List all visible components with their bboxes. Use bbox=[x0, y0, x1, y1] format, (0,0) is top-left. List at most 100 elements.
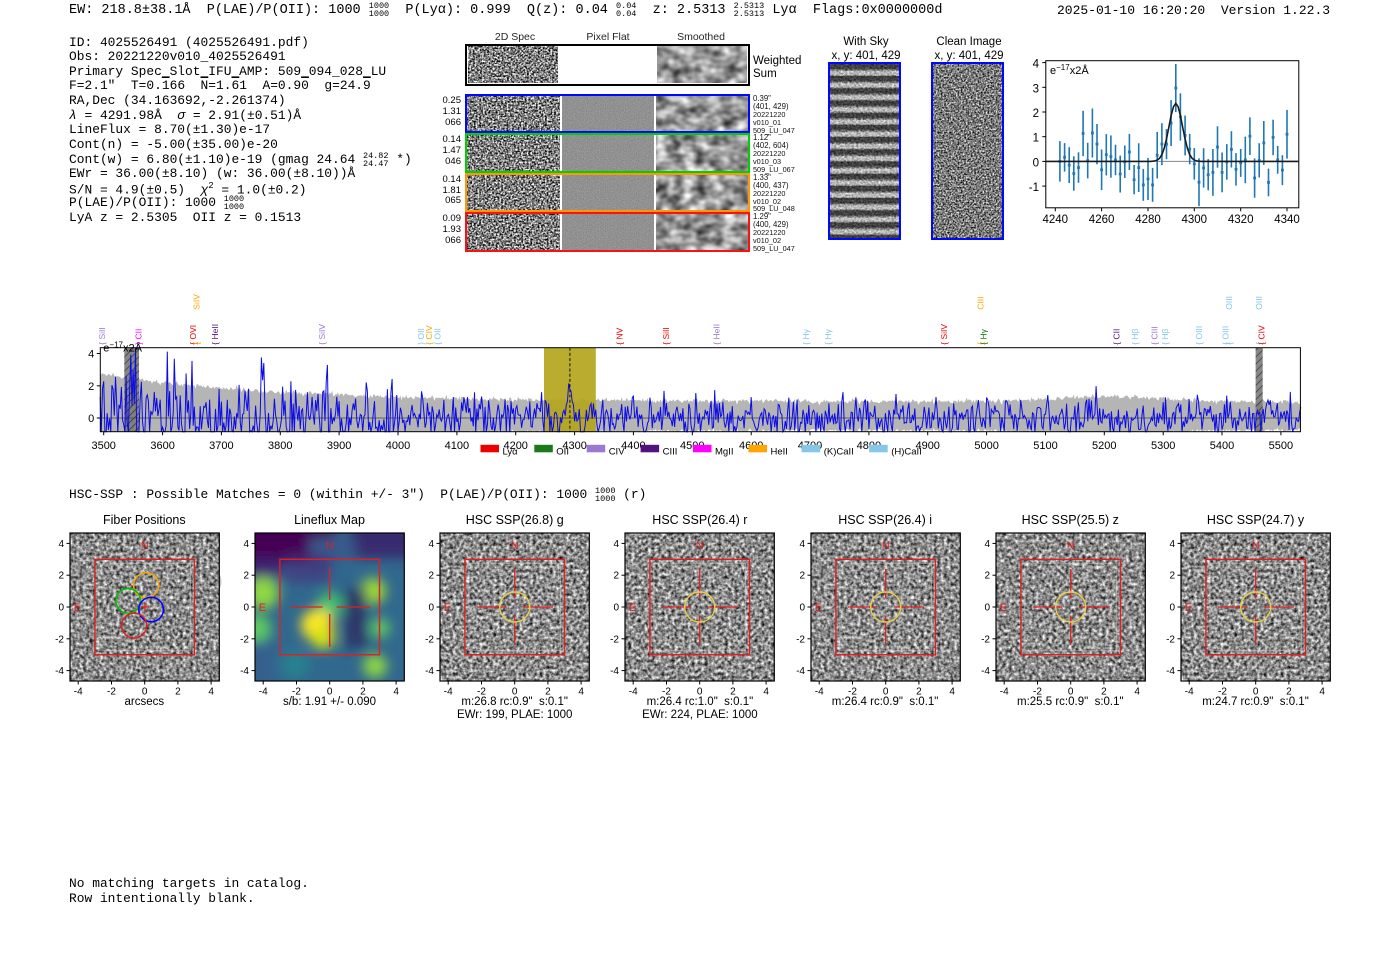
svg-text:3700: 3700 bbox=[209, 440, 233, 452]
svg-text:4300: 4300 bbox=[1182, 214, 1208, 226]
svg-text:0: 0 bbox=[58, 602, 64, 613]
svg-text:{ SiII: { SiII bbox=[661, 327, 671, 344]
svg-text:OIII: OIII bbox=[1254, 296, 1264, 310]
svg-text:-2: -2 bbox=[610, 634, 619, 645]
svg-text:2: 2 bbox=[614, 570, 620, 581]
svg-text:HeII: HeII bbox=[771, 446, 788, 457]
svg-text:4: 4 bbox=[88, 349, 94, 361]
svg-text:{ CII: { CII bbox=[1112, 329, 1122, 345]
svg-text:4260: 4260 bbox=[1089, 214, 1115, 226]
svg-text:E: E bbox=[1185, 602, 1192, 614]
svg-text:2: 2 bbox=[175, 686, 181, 697]
svg-text:{ Hβ: { Hβ bbox=[1130, 328, 1140, 344]
svg-text:-2: -2 bbox=[1218, 686, 1227, 697]
svg-text:2: 2 bbox=[1101, 686, 1107, 697]
svg-text:2: 2 bbox=[58, 570, 64, 581]
svg-text:-4: -4 bbox=[1166, 666, 1175, 677]
svg-text:CIV: CIV bbox=[609, 446, 626, 457]
svg-text:N: N bbox=[1252, 540, 1260, 552]
svg-text:-2: -2 bbox=[1166, 634, 1175, 645]
svg-text:4: 4 bbox=[243, 538, 249, 549]
svg-text:0: 0 bbox=[1253, 686, 1259, 697]
svg-text:4000: 4000 bbox=[386, 440, 410, 452]
svg-text:2: 2 bbox=[799, 570, 805, 581]
svg-text:{: { bbox=[1254, 342, 1264, 345]
svg-text:0: 0 bbox=[1033, 157, 1039, 169]
svg-text:-4: -4 bbox=[240, 666, 249, 677]
svg-text:0: 0 bbox=[512, 686, 518, 697]
svg-text:4: 4 bbox=[614, 538, 620, 549]
svg-text:3600: 3600 bbox=[150, 440, 174, 452]
svg-text:5400: 5400 bbox=[1210, 440, 1234, 452]
svg-text:CIII: CIII bbox=[976, 296, 986, 309]
svg-text:-2: -2 bbox=[981, 634, 990, 645]
svg-text:OII: OII bbox=[556, 446, 569, 457]
svg-text:5100: 5100 bbox=[1033, 440, 1057, 452]
svg-text:2: 2 bbox=[88, 381, 94, 393]
svg-text:{ CIII: { CIII bbox=[1149, 326, 1159, 344]
svg-text:N: N bbox=[511, 540, 519, 552]
svg-text:4: 4 bbox=[208, 686, 214, 697]
svg-text:{ Hβ: { Hβ bbox=[1160, 328, 1170, 344]
svg-text:} CII: } CII bbox=[133, 329, 143, 345]
svg-text:2: 2 bbox=[429, 570, 435, 581]
svg-text:0: 0 bbox=[799, 602, 805, 613]
svg-text:-4: -4 bbox=[425, 666, 434, 677]
svg-text:{ OVI: { OVI bbox=[188, 325, 198, 345]
svg-text:E: E bbox=[74, 602, 81, 614]
svg-text:-4: -4 bbox=[610, 666, 619, 677]
svg-text:0: 0 bbox=[614, 602, 620, 613]
svg-text:{ CIV: { CIV bbox=[424, 325, 434, 345]
svg-text:2: 2 bbox=[243, 570, 249, 581]
svg-text:-4: -4 bbox=[1185, 686, 1194, 697]
svg-text:4320: 4320 bbox=[1228, 214, 1254, 226]
svg-text:{ CIV: { CIV bbox=[1256, 325, 1266, 345]
svg-text:-4: -4 bbox=[796, 666, 805, 677]
svg-text:-2: -2 bbox=[662, 686, 671, 697]
svg-text:0: 0 bbox=[1068, 686, 1074, 697]
svg-text:4: 4 bbox=[58, 538, 64, 549]
svg-text:-2: -2 bbox=[55, 634, 64, 645]
svg-text:0: 0 bbox=[697, 686, 703, 697]
svg-text:E: E bbox=[444, 602, 451, 614]
svg-text:0: 0 bbox=[88, 413, 94, 425]
svg-text:-4: -4 bbox=[981, 666, 990, 677]
svg-text:4: 4 bbox=[1169, 538, 1175, 549]
svg-text:2: 2 bbox=[731, 686, 737, 697]
svg-text:4200: 4200 bbox=[503, 440, 527, 452]
svg-text:N: N bbox=[696, 540, 704, 552]
svg-text:0: 0 bbox=[984, 602, 990, 613]
svg-text:{ SiIV: { SiIV bbox=[317, 324, 327, 345]
svg-text:-4: -4 bbox=[1000, 686, 1009, 697]
svg-text:MgII: MgII bbox=[715, 446, 733, 457]
svg-text:4: 4 bbox=[949, 686, 955, 697]
svg-text:4: 4 bbox=[1319, 686, 1325, 697]
svg-text:{ SiIV: { SiIV bbox=[939, 324, 949, 345]
svg-text:2: 2 bbox=[1286, 686, 1292, 697]
svg-text:{: { bbox=[976, 342, 986, 345]
svg-text:0: 0 bbox=[883, 686, 889, 697]
svg-text:4: 4 bbox=[393, 686, 399, 697]
svg-text:5000: 5000 bbox=[974, 440, 998, 452]
svg-text:2: 2 bbox=[916, 686, 922, 697]
svg-text:{ OII: { OII bbox=[432, 328, 442, 345]
svg-text:2: 2 bbox=[1033, 108, 1039, 120]
svg-text:E: E bbox=[1000, 602, 1007, 614]
svg-text:N: N bbox=[326, 540, 334, 552]
svg-text:(H)CaII: (H)CaII bbox=[891, 446, 922, 457]
svg-text:-4: -4 bbox=[259, 686, 268, 697]
svg-text:3900: 3900 bbox=[327, 440, 351, 452]
svg-text:-2: -2 bbox=[848, 686, 857, 697]
svg-text:Lyα: Lyα bbox=[503, 446, 519, 457]
svg-text:{ HeII: { HeII bbox=[711, 324, 721, 345]
svg-text:0: 0 bbox=[327, 686, 333, 697]
svg-text:CIII: CIII bbox=[663, 446, 678, 457]
svg-text:{ OIII: { OIII bbox=[1221, 326, 1231, 345]
svg-text:0: 0 bbox=[429, 602, 435, 613]
svg-text:E: E bbox=[259, 602, 266, 614]
svg-text:3: 3 bbox=[1033, 83, 1039, 95]
svg-text:-1: -1 bbox=[1029, 182, 1039, 194]
svg-text:-2: -2 bbox=[1033, 686, 1042, 697]
svg-text:{: { bbox=[192, 342, 202, 345]
svg-text:OIII: OIII bbox=[1224, 296, 1234, 310]
